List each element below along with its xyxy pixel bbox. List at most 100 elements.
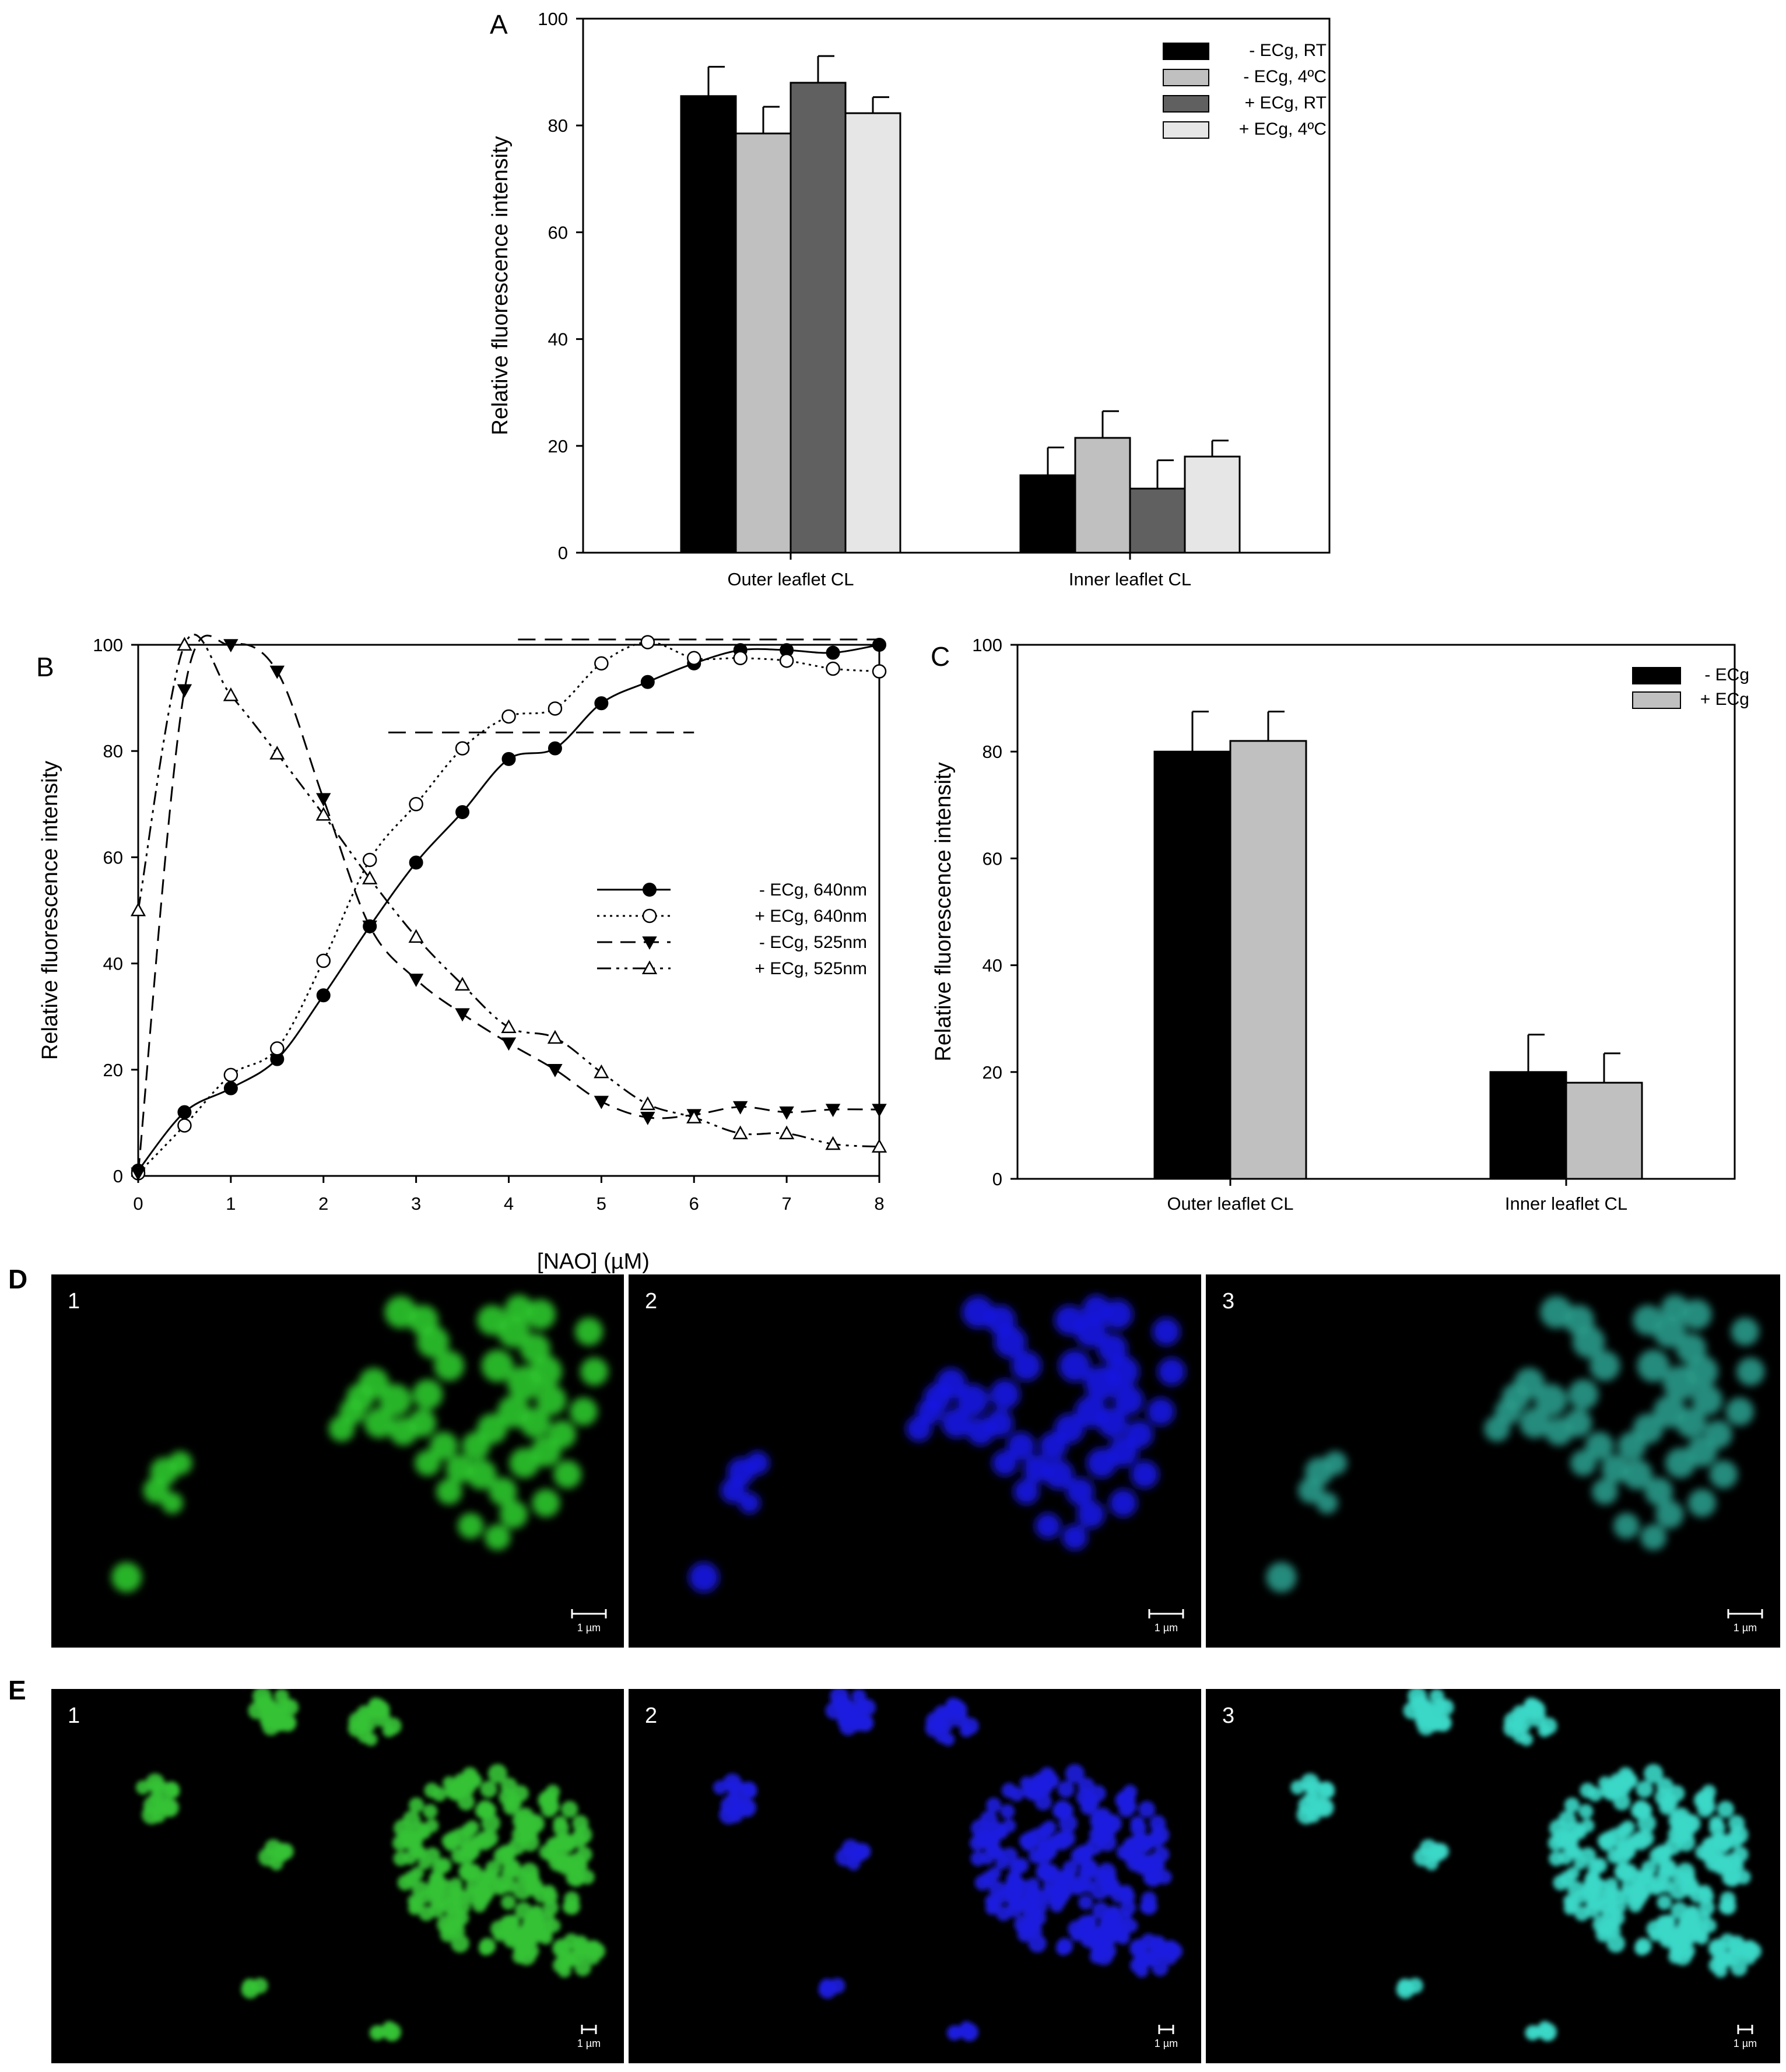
cell: [825, 1702, 843, 1719]
data-point: [640, 1111, 655, 1125]
micrograph-1: 1 1 µm: [51, 1274, 624, 1648]
micrograph-row-e: 1 1 µm 2 1 µm 3 1 µm: [51, 1689, 1780, 2063]
cell: [248, 1702, 266, 1719]
cell: [424, 1847, 441, 1864]
data-point: [223, 1081, 238, 1095]
cell: [417, 1325, 450, 1358]
cell: [1592, 1479, 1618, 1505]
data-point: [872, 664, 887, 679]
cell: [525, 1299, 556, 1330]
cell: [1681, 1299, 1712, 1330]
cell: [564, 1891, 580, 1907]
cell: [741, 1781, 756, 1797]
cell: [1125, 1420, 1153, 1449]
data-point: [316, 953, 331, 968]
cell: [736, 1799, 753, 1816]
cell: [371, 1700, 390, 1719]
data-point: [362, 921, 377, 934]
cell: [1701, 1785, 1717, 1799]
cell: [1125, 1852, 1145, 1872]
cell: [1432, 1843, 1450, 1860]
data-point: [825, 1136, 841, 1150]
data-point: [455, 1008, 470, 1022]
cell: [580, 1357, 609, 1386]
cell: [408, 1894, 421, 1908]
data-point: [270, 1041, 285, 1056]
cell-cluster: [111, 1294, 609, 1593]
legend-marker: [641, 960, 658, 975]
data-point: [733, 651, 748, 666]
data-point: [640, 675, 655, 689]
cell: [1588, 1894, 1605, 1911]
cell: [1622, 1459, 1652, 1490]
y-tick-label: 40: [548, 329, 568, 350]
cell: [1118, 1911, 1132, 1925]
cell: [569, 1397, 598, 1426]
cell: [529, 1355, 562, 1388]
cell: [1613, 1513, 1640, 1539]
cell: [1037, 1863, 1055, 1882]
cell: [1580, 1847, 1596, 1864]
y-tick-label: 100: [93, 635, 123, 655]
cell: [430, 1432, 458, 1460]
cell: [501, 1895, 516, 1910]
data-point: [316, 988, 331, 1003]
x-tick-label: 4: [504, 1193, 514, 1214]
y-tick-label: 20: [103, 1060, 123, 1080]
micrograph-number: 2: [645, 1704, 657, 1728]
cell: [1011, 1350, 1042, 1381]
cell: [269, 1857, 283, 1871]
cell: [1725, 1397, 1754, 1426]
cell: [536, 1385, 567, 1416]
cell: [1697, 1911, 1711, 1925]
cell: [1165, 1943, 1183, 1960]
cell: [837, 1712, 855, 1730]
cell: [1120, 1889, 1135, 1904]
data-point: [269, 665, 285, 679]
cell: [854, 1843, 871, 1860]
data-point: [547, 1030, 563, 1044]
cell: [1657, 1895, 1672, 1910]
cell: [981, 1871, 997, 1887]
cell: [1062, 1860, 1079, 1876]
y-axis-label: Relative fluorescence intensity: [38, 761, 62, 1060]
cell-cluster: [135, 1689, 606, 2042]
cell: [985, 1894, 998, 1908]
cell: [436, 1479, 462, 1505]
cell: [746, 1451, 770, 1475]
cell: [556, 1835, 576, 1854]
data-point: [501, 1019, 517, 1033]
cell-cluster: [1290, 1689, 1762, 2042]
cell: [520, 1862, 539, 1882]
cell: [1676, 1862, 1695, 1882]
cell: [1081, 1793, 1100, 1811]
series-line: [137, 634, 880, 1148]
x-tick-label: 8: [874, 1193, 884, 1214]
cell: [1610, 1910, 1625, 1926]
cell: [1564, 1409, 1592, 1437]
cell: [994, 1325, 1027, 1358]
cell: [1138, 1800, 1156, 1818]
cell: [1146, 1397, 1175, 1426]
cell: [935, 1729, 949, 1743]
cell: [1704, 1420, 1732, 1449]
y-tick-label: 80: [548, 115, 568, 136]
cell: [1028, 1934, 1047, 1953]
cell: [1687, 1488, 1716, 1518]
legend-label: + ECg, RT: [1245, 93, 1327, 113]
cell: [409, 1797, 424, 1813]
cell: [517, 1934, 532, 1950]
cell: [1035, 1513, 1061, 1539]
cell: [1592, 1915, 1612, 1934]
cell: [1484, 1416, 1510, 1442]
legend-swatch: [1163, 43, 1209, 60]
cell: [1709, 1815, 1724, 1831]
cell: [1736, 1357, 1765, 1386]
cell: [1397, 1978, 1413, 1994]
cell: [1056, 1937, 1073, 1955]
cell: [432, 1787, 447, 1802]
cell: [986, 1797, 1002, 1813]
cell-cluster: [689, 1294, 1186, 1593]
cell: [1631, 1884, 1650, 1903]
